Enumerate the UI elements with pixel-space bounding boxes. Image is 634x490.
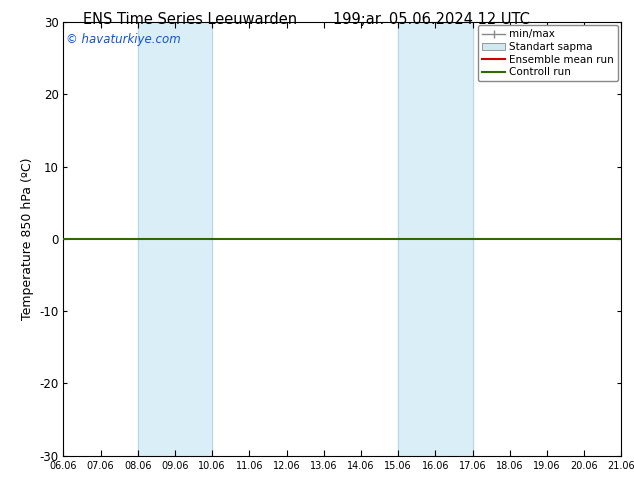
Y-axis label: Temperature 850 hPa (ºC): Temperature 850 hPa (ºC) (21, 158, 34, 320)
Bar (398, 22, 472, 456)
Bar (138, 22, 212, 456)
Text: ENS Time Series Leeuwarden: ENS Time Series Leeuwarden (83, 12, 297, 27)
Legend: min/max, Standart sapma, Ensemble mean run, Controll run: min/max, Standart sapma, Ensemble mean r… (478, 25, 618, 81)
Text: © havaturkiye.com: © havaturkiye.com (66, 33, 181, 46)
Text: 199;ar. 05.06.2024 12 UTC: 199;ar. 05.06.2024 12 UTC (333, 12, 529, 27)
